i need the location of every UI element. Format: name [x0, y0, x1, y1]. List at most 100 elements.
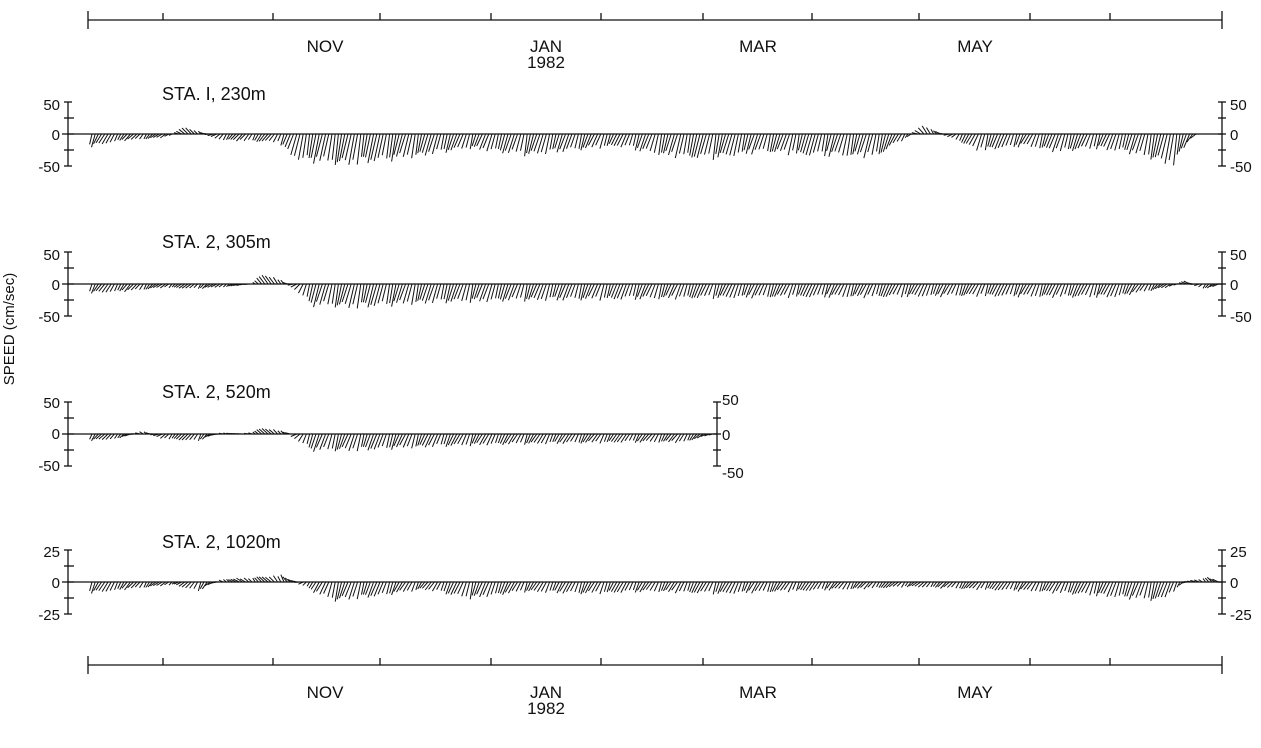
velocity-stick — [1046, 283, 1053, 296]
velocity-stick — [708, 133, 714, 154]
velocity-stick — [856, 283, 864, 297]
velocity-stick — [687, 283, 691, 296]
velocity-stick — [846, 581, 851, 590]
velocity-stick — [280, 430, 285, 435]
velocity-stick — [530, 433, 538, 443]
velocity-stick — [834, 133, 842, 152]
velocity-stick — [639, 133, 647, 152]
velocity-stick — [226, 133, 231, 140]
velocity-stick — [264, 275, 272, 285]
panel-sta2-1020m-axes — [62, 549, 1226, 615]
velocity-stick — [831, 581, 838, 589]
velocity-stick — [632, 283, 637, 296]
velocity-stick — [987, 581, 992, 589]
velocity-stick — [776, 283, 784, 295]
velocity-stick — [117, 133, 122, 141]
velocity-stick — [997, 133, 1005, 149]
velocity-stick — [748, 283, 755, 295]
velocity-stick — [802, 133, 810, 154]
velocity-stick — [540, 433, 547, 444]
velocity-stick — [914, 581, 922, 587]
velocity-stick — [562, 433, 570, 444]
velocity-stick — [367, 283, 375, 308]
velocity-stick — [139, 431, 144, 435]
velocity-stick — [965, 133, 973, 144]
velocity-stick — [795, 283, 800, 297]
velocity-stick — [1118, 581, 1123, 596]
velocity-stick — [1154, 283, 1162, 290]
velocity-stick — [878, 133, 883, 155]
velocity-stick — [1131, 133, 1139, 151]
velocity-stick — [306, 581, 311, 587]
velocity-stick — [1114, 581, 1120, 598]
velocity-stick — [668, 433, 675, 443]
velocity-stick — [1206, 576, 1213, 583]
velocity-stick — [486, 133, 493, 152]
velocity-stick — [909, 581, 915, 587]
panel-sta2-1020m: STA. 2, 1020m 25 0 -25 25 0 -25 — [38, 532, 1251, 624]
velocity-stick — [968, 581, 976, 589]
velocity-stick — [424, 581, 432, 591]
velocity-stick — [1098, 133, 1104, 146]
velocity-stick — [393, 283, 400, 302]
velocity-stick — [461, 133, 467, 149]
velocity-stick — [994, 283, 1002, 297]
velocity-stick — [968, 133, 976, 145]
velocity-stick — [308, 581, 314, 589]
velocity-stick — [850, 133, 855, 155]
velocity-stick — [963, 581, 970, 589]
velocity-stick — [708, 433, 713, 436]
velocity-stick — [502, 581, 509, 595]
velocity-stick — [826, 283, 832, 295]
velocity-stick — [334, 433, 339, 452]
velocity-stick — [287, 283, 294, 286]
velocity-stick — [1048, 581, 1056, 592]
velocity-stick — [189, 433, 195, 440]
velocity-stick — [421, 133, 429, 153]
velocity-stick — [143, 431, 147, 435]
velocity-stick — [1202, 578, 1207, 583]
velocity-stick — [737, 283, 743, 297]
velocity-stick — [95, 581, 103, 591]
velocity-stick — [805, 283, 813, 298]
velocity-stick — [139, 283, 144, 290]
velocity-stick — [239, 578, 246, 583]
velocity-stick — [1164, 581, 1171, 598]
velocity-stick — [233, 578, 240, 583]
velocity-stick — [507, 133, 515, 153]
bottom-month-label-nov: NOV — [307, 683, 345, 702]
velocity-stick — [230, 578, 237, 583]
velocity-stick — [232, 133, 240, 140]
velocity-stick — [994, 133, 1002, 150]
velocity-stick — [574, 133, 579, 149]
velocity-stick — [150, 283, 157, 289]
velocity-stick — [1059, 581, 1066, 593]
velocity-stick — [139, 581, 144, 588]
velocity-stick — [471, 283, 477, 299]
top-year-label: 1982 — [527, 53, 565, 72]
velocity-stick — [846, 283, 851, 298]
velocity-stick — [751, 133, 759, 155]
velocity-stick — [381, 433, 387, 447]
velocity-stick — [846, 133, 851, 156]
panel-sta2-520m-axes — [62, 401, 721, 467]
velocity-stick — [1212, 578, 1219, 583]
velocity-stick — [580, 133, 586, 151]
velocity-stick — [882, 581, 890, 589]
velocity-stick — [370, 133, 378, 160]
velocity-stick — [482, 433, 490, 444]
velocity-stick — [674, 581, 682, 594]
velocity-stick — [972, 283, 979, 295]
velocity-stick — [595, 433, 602, 442]
velocity-stick — [911, 132, 918, 135]
velocity-stick — [1041, 581, 1047, 592]
velocity-stick — [566, 283, 573, 298]
velocity-stick — [536, 581, 544, 592]
velocity-stick — [1023, 283, 1031, 295]
velocity-stick — [976, 133, 983, 151]
velocity-stick — [831, 133, 839, 153]
velocity-stick — [109, 133, 115, 143]
velocity-stick — [533, 133, 541, 152]
velocity-stick — [725, 581, 733, 593]
velocity-stick — [367, 133, 375, 164]
